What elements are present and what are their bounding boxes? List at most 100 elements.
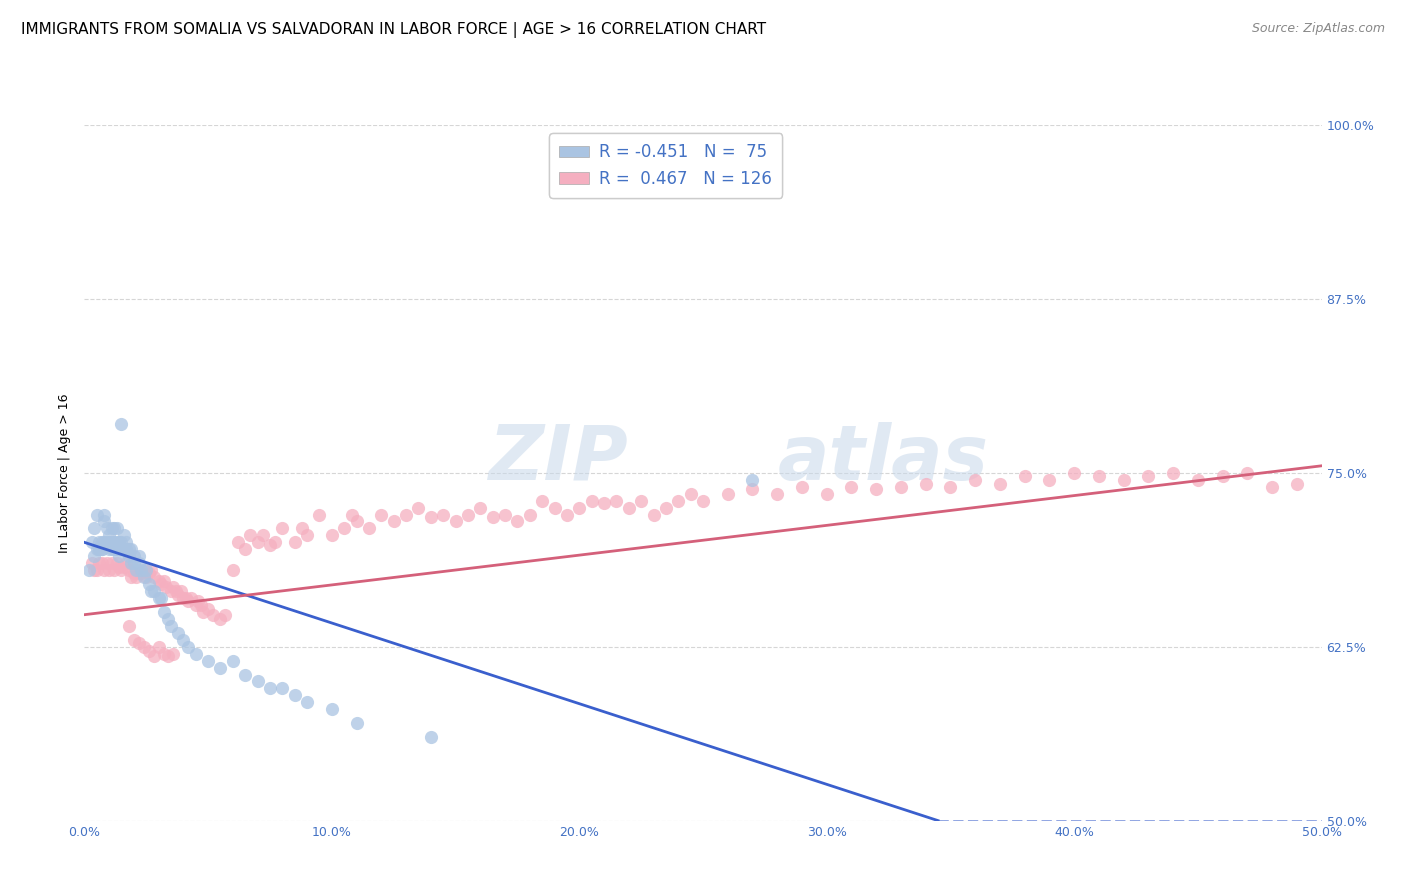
Point (197, 602, 219, 616)
Point (444, 515, 467, 529)
Point (187, 594, 209, 608)
Point (174, 591, 197, 605)
Point (1137, 468, 1160, 483)
Point (138, 566, 160, 580)
Point (122, 549, 145, 564)
Point (519, 508, 541, 522)
Point (108, 549, 131, 564)
Point (167, 588, 190, 602)
Point (382, 515, 405, 529)
Point (581, 493, 603, 508)
Point (90, 542, 112, 557)
Point (152, 605, 174, 619)
Point (555, 508, 578, 522)
Point (110, 535, 132, 549)
Point (308, 508, 330, 522)
Text: IMMIGRANTS FROM SOMALIA VS SALVADORAN IN LABOR FORCE | AGE > 16 CORRELATION CHAR: IMMIGRANTS FROM SOMALIA VS SALVADORAN IN… (21, 22, 766, 38)
Point (128, 635, 150, 649)
Point (105, 556, 128, 570)
Point (617, 500, 640, 515)
Point (93, 515, 115, 529)
Point (128, 549, 150, 564)
Point (148, 574, 170, 589)
Point (370, 508, 392, 522)
Point (214, 607, 236, 622)
Point (222, 563, 245, 577)
Point (100, 521, 122, 535)
Point (96, 521, 118, 535)
Point (162, 647, 184, 661)
Point (118, 619, 141, 633)
Point (481, 510, 503, 524)
Text: ZIP: ZIP (489, 422, 628, 496)
Point (96, 535, 118, 549)
Point (98, 528, 121, 542)
Point (129, 563, 152, 577)
Point (142, 584, 165, 599)
Point (395, 508, 418, 522)
Point (741, 473, 763, 487)
Point (655, 500, 678, 515)
Point (865, 483, 887, 497)
Point (142, 570, 165, 584)
Point (122, 556, 145, 570)
Point (112, 560, 135, 574)
Point (531, 493, 554, 508)
Point (86, 542, 108, 557)
Point (105, 542, 128, 557)
Point (1236, 466, 1258, 480)
Point (259, 538, 281, 552)
Point (105, 535, 128, 549)
Point (180, 591, 202, 605)
Point (90, 535, 112, 549)
Point (93, 563, 115, 577)
Point (177, 594, 200, 608)
Point (100, 535, 122, 549)
Point (568, 500, 591, 515)
Point (112, 528, 135, 542)
Point (150, 591, 173, 605)
Point (89, 542, 111, 557)
Point (138, 577, 160, 591)
Point (118, 549, 141, 564)
Point (1187, 473, 1209, 487)
Point (108, 560, 131, 574)
Point (86, 508, 108, 522)
Point (132, 563, 155, 577)
Point (129, 566, 152, 580)
Point (89, 535, 111, 549)
Point (1261, 480, 1284, 494)
Point (679, 486, 702, 500)
Point (815, 486, 838, 500)
Point (264, 535, 287, 549)
Point (98, 535, 121, 549)
Point (138, 644, 160, 658)
Point (543, 500, 565, 515)
Point (630, 493, 652, 508)
Point (284, 689, 307, 703)
Point (252, 528, 274, 542)
Point (89, 542, 111, 557)
Point (162, 580, 184, 594)
Point (98, 563, 121, 577)
Point (172, 591, 194, 605)
Point (939, 480, 962, 494)
Point (141, 584, 163, 599)
Point (593, 496, 616, 510)
Point (157, 649, 180, 664)
Point (165, 584, 187, 599)
Point (83, 563, 105, 577)
Point (890, 480, 912, 494)
Point (246, 674, 269, 689)
Point (692, 493, 714, 508)
Point (190, 598, 212, 612)
Point (1038, 473, 1060, 487)
Point (239, 528, 262, 542)
Point (346, 716, 368, 731)
Point (1212, 468, 1234, 483)
Point (259, 681, 281, 696)
Point (150, 577, 173, 591)
Point (1112, 473, 1135, 487)
Point (83, 521, 105, 535)
Point (209, 612, 232, 626)
